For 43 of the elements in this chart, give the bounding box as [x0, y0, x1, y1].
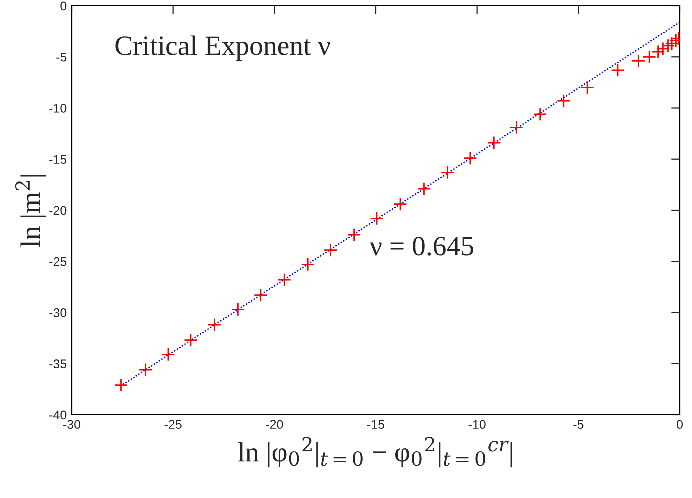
- y-tick-label: 0: [60, 2, 67, 11]
- point: [208, 318, 222, 332]
- text: ln |φ$_{0}$$^{2}$|$_{t=0}$ − φ$_{0}$$^{2}$|$_{t=0}$$^{cr}$|: [238, 437, 512, 468]
- x-tick-label: -25: [164, 420, 182, 430]
- point: [533, 107, 548, 122]
- y-tick-label: -40: [50, 410, 67, 420]
- point: [417, 182, 432, 196]
- y-tick-label: -20: [50, 206, 67, 216]
- y-tick-label: -10: [50, 104, 67, 113]
- y-tick-label: -25: [50, 257, 67, 266]
- x-tick-label: -30: [64, 420, 81, 430]
- x-tick-label: -15: [368, 420, 385, 430]
- point: [556, 94, 571, 108]
- y-tick-label: -5: [56, 53, 67, 62]
- point: [632, 54, 646, 68]
- point: [464, 151, 478, 166]
- point: [487, 136, 502, 150]
- point: [347, 228, 362, 242]
- point: [231, 302, 246, 317]
- point: [370, 212, 384, 226]
- point: [278, 273, 292, 287]
- point: [254, 288, 268, 302]
- y-tick-label: -35: [50, 360, 67, 369]
- annotation: Critical Exponent ν: [116, 36, 330, 61]
- point: [510, 120, 524, 135]
- y-axis-title: ln |m$^{2}$|: [15, 175, 46, 248]
- point: [580, 80, 594, 95]
- x-tick-label: 0: [677, 420, 683, 430]
- point: [114, 378, 128, 392]
- point: [324, 243, 338, 258]
- point: [162, 348, 176, 362]
- x-tick-label: -10: [468, 420, 486, 430]
- point: [138, 363, 153, 377]
- x-tick-label: -20: [266, 420, 284, 430]
- point: [301, 258, 316, 272]
- point: [394, 197, 408, 212]
- y-tick-label: -30: [50, 308, 67, 318]
- x-tick-label: -5: [574, 420, 584, 430]
- point: [440, 166, 455, 180]
- point: [184, 333, 198, 348]
- annotation: ν = 0.645: [370, 237, 474, 256]
- y-tick-label: -15: [50, 155, 67, 164]
- point: [611, 64, 625, 78]
